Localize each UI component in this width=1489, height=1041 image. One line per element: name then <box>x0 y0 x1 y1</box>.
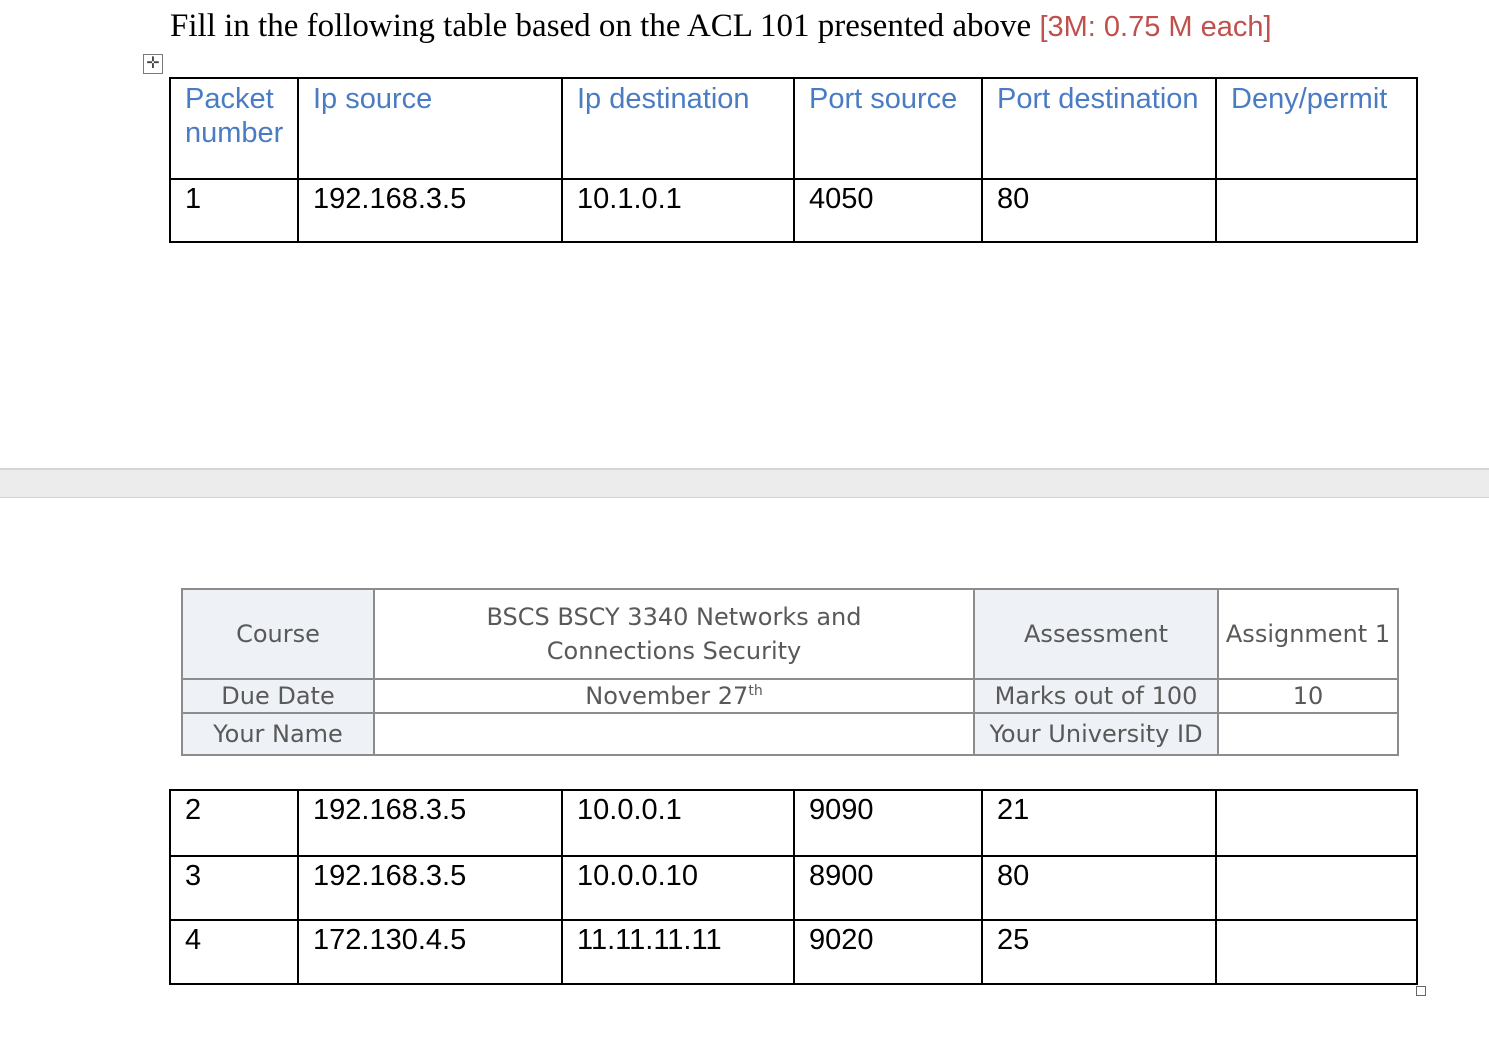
table-row: 2 192.168.3.5 10.0.0.1 9090 21 <box>169 789 1418 857</box>
cell-deny-permit[interactable] <box>1215 178 1418 243</box>
cell-ip-source[interactable]: 192.168.3.5 <box>297 855 563 921</box>
question-text: Fill in the following table based on the… <box>170 8 1040 44</box>
header-ip-destination: Ip destination <box>561 77 795 180</box>
cell-port-destination[interactable]: 80 <box>981 855 1217 921</box>
due-date-value[interactable]: November 27th <box>373 678 975 714</box>
cell-deny-permit[interactable] <box>1215 855 1418 921</box>
assignment-header-table: Course BSCS BSCY 3340 Networks and Conne… <box>181 588 1399 756</box>
cell-ip-destination[interactable]: 11.11.11.11 <box>561 919 795 985</box>
cell-packet[interactable]: 3 <box>169 855 299 921</box>
course-label: Course <box>181 588 375 680</box>
cell-port-destination[interactable]: 25 <box>981 919 1217 985</box>
header-port-destination: Port destination <box>981 77 1217 180</box>
assessment-value[interactable]: Assignment 1 <box>1217 588 1399 680</box>
question-heading: Fill in the following table based on the… <box>170 8 1272 45</box>
move-cross-icon[interactable]: ✛ <box>143 54 163 74</box>
header-row-due-date: Due Date November 27th Marks out of 100 … <box>181 678 1399 714</box>
university-id-label: Your University ID <box>973 712 1219 756</box>
marks-value[interactable]: 10 <box>1217 678 1399 714</box>
table-row: 3 192.168.3.5 10.0.0.10 8900 80 <box>169 855 1418 921</box>
cell-deny-permit[interactable] <box>1215 919 1418 985</box>
marks-label: Marks out of 100 <box>973 678 1219 714</box>
cell-port-source[interactable]: 9020 <box>793 919 983 985</box>
question-marks: [3M: 0.75 M each] <box>1039 11 1272 43</box>
header-ip-source: Ip source <box>297 77 563 180</box>
cell-ip-source[interactable]: 192.168.3.5 <box>297 789 563 857</box>
page-break-line <box>0 468 1489 470</box>
cell-port-source[interactable]: 9090 <box>793 789 983 857</box>
acl-table-top: Packet number Ip source Ip destination P… <box>169 77 1418 243</box>
header-deny-permit: Deny/permit <box>1215 77 1418 180</box>
cell-packet[interactable]: 2 <box>169 789 299 857</box>
cell-deny-permit[interactable] <box>1215 789 1418 857</box>
course-value[interactable]: BSCS BSCY 3340 Networks and Connections … <box>373 588 975 680</box>
due-date-text: November 27 <box>585 682 749 710</box>
cell-ip-source[interactable]: 172.130.4.5 <box>297 919 563 985</box>
page-break <box>0 470 1489 497</box>
university-id-value[interactable] <box>1217 712 1399 756</box>
cell-port-source[interactable]: 8900 <box>793 855 983 921</box>
cell-ip-source[interactable]: 192.168.3.5 <box>297 178 563 243</box>
header-row-course: Course BSCS BSCY 3340 Networks and Conne… <box>181 588 1399 680</box>
cell-packet[interactable]: 1 <box>169 178 299 243</box>
table-row: 1 192.168.3.5 10.1.0.1 4050 80 <box>169 178 1418 243</box>
name-label: Your Name <box>181 712 375 756</box>
cell-port-destination[interactable]: 80 <box>981 178 1217 243</box>
cell-packet[interactable]: 4 <box>169 919 299 985</box>
assessment-label: Assessment <box>973 588 1219 680</box>
resize-handle-icon[interactable] <box>1416 986 1426 996</box>
table-row: 4 172.130.4.5 11.11.11.11 9020 25 <box>169 919 1418 985</box>
due-date-label: Due Date <box>181 678 375 714</box>
header-port-source: Port source <box>793 77 983 180</box>
cell-ip-destination[interactable]: 10.1.0.1 <box>561 178 795 243</box>
cell-ip-destination[interactable]: 10.0.0.10 <box>561 855 795 921</box>
header-packet-number: Packet number <box>169 77 299 180</box>
name-value[interactable] <box>373 712 975 756</box>
cell-ip-destination[interactable]: 10.0.0.1 <box>561 789 795 857</box>
cell-port-source[interactable]: 4050 <box>793 178 983 243</box>
page-break-line <box>0 497 1489 498</box>
acl-table-bottom: 2 192.168.3.5 10.0.0.1 9090 21 3 192.168… <box>169 789 1418 985</box>
cell-port-destination[interactable]: 21 <box>981 789 1217 857</box>
due-date-suffix: th <box>748 683 763 699</box>
header-row-name: Your Name Your University ID <box>181 712 1399 756</box>
acl-header-row: Packet number Ip source Ip destination P… <box>169 77 1418 180</box>
